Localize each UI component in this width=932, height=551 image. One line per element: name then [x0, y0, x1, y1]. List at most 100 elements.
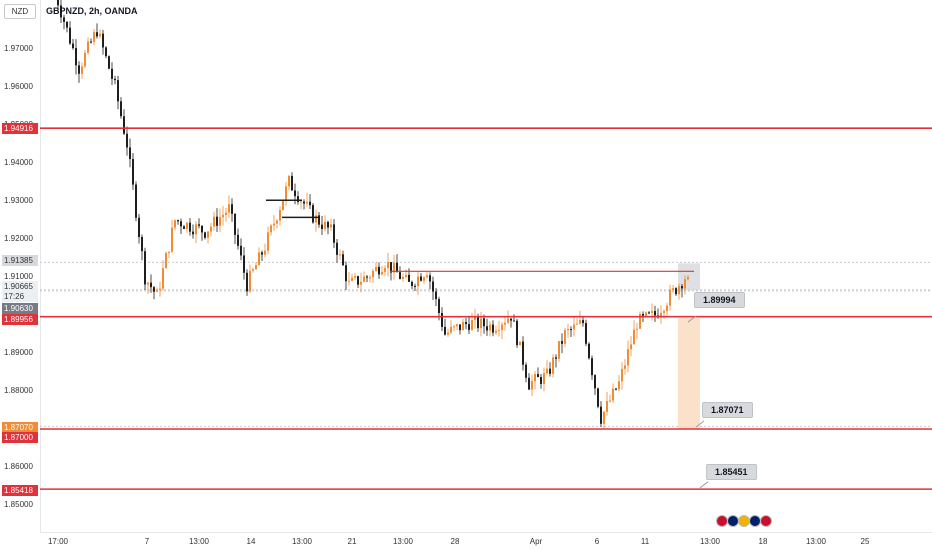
candle-body: [168, 251, 170, 253]
candlestick-chart[interactable]: [40, 0, 932, 532]
candle-body: [498, 330, 500, 332]
candle-body: [672, 288, 674, 290]
candle-body: [528, 377, 530, 390]
uk-flag-icon[interactable]: [760, 515, 772, 527]
candle-body: [426, 275, 428, 278]
price-tick: 1.97000: [4, 44, 33, 53]
price-axis[interactable]: 1.970001.960001.950001.940001.930001.920…: [0, 0, 41, 532]
candle-body: [324, 221, 326, 229]
candle-body: [669, 289, 671, 306]
candle-body: [486, 326, 488, 331]
candle-body: [156, 289, 158, 292]
candle-body: [390, 262, 392, 273]
candle-body: [360, 281, 362, 285]
candle-body: [345, 265, 347, 282]
candle-body: [69, 27, 71, 44]
candle-body: [642, 313, 644, 316]
candle-body: [582, 320, 584, 324]
candle-body: [231, 204, 233, 214]
candle-body: [63, 17, 65, 22]
candle-body: [567, 329, 569, 331]
candle-body: [558, 341, 560, 359]
callout-pointer: [695, 420, 705, 428]
candle-body: [342, 254, 344, 266]
candle-body: [648, 312, 650, 314]
candle-body: [444, 326, 446, 335]
current-price-zone: [678, 263, 700, 291]
candle-body: [228, 204, 230, 213]
candle-body: [675, 288, 677, 295]
candle-body: [507, 318, 509, 323]
price-tick: 1.88000: [4, 386, 33, 395]
time-tick: 7: [144, 537, 150, 546]
candle-body: [135, 184, 137, 218]
time-tick: 13:00: [291, 537, 313, 546]
time-tick: 13:00: [188, 537, 210, 546]
candle-body: [660, 312, 662, 318]
candle-body: [402, 276, 404, 279]
candle-body: [456, 324, 458, 327]
chart-plot-area[interactable]: [40, 0, 932, 532]
candle-body: [99, 33, 101, 37]
candle-body: [636, 328, 638, 330]
candle-body: [216, 216, 218, 226]
candle-body: [471, 320, 473, 330]
candle-body: [429, 275, 431, 282]
candle-body: [105, 47, 107, 57]
candle-body: [159, 288, 161, 290]
candle-body: [240, 245, 242, 256]
candle-body: [372, 270, 374, 278]
candle-body: [639, 313, 641, 329]
price-tag: 1.89956: [2, 314, 38, 325]
candle-body: [72, 43, 74, 49]
time-tick: Apr: [529, 537, 543, 546]
candle-body: [384, 268, 386, 272]
candle-body: [150, 282, 152, 288]
candle-body: [597, 388, 599, 407]
candle-body: [633, 329, 635, 345]
candle-body: [543, 373, 545, 384]
candle-body: [546, 368, 548, 374]
candle-body: [591, 358, 593, 376]
candle-body: [585, 323, 587, 344]
price-tick: 1.96000: [4, 82, 33, 91]
candle-body: [600, 406, 602, 424]
candle-body: [420, 276, 422, 281]
target-callout-3: 1.85451: [706, 464, 757, 480]
candle-body: [261, 252, 263, 255]
price-tag: 1.91385: [2, 255, 38, 266]
candle-body: [549, 368, 551, 374]
time-tick: 17:00: [47, 537, 69, 546]
economic-events[interactable]: [716, 515, 772, 528]
candle-body: [147, 282, 149, 285]
candle-body: [594, 375, 596, 389]
candle-body: [501, 324, 503, 331]
candle-body: [375, 266, 377, 271]
candle-body: [570, 329, 572, 331]
time-tick: 18: [758, 537, 768, 546]
candle-body: [303, 201, 305, 204]
price-tick: 1.91000: [4, 272, 33, 281]
candle-body: [540, 377, 542, 384]
candle-body: [111, 68, 113, 79]
candle-body: [321, 224, 323, 229]
candle-body: [252, 269, 254, 271]
candle-body: [474, 316, 476, 321]
price-tag: 1.94916: [2, 123, 38, 134]
candle-body: [537, 374, 539, 378]
candle-body: [363, 276, 365, 282]
candle-body: [270, 225, 272, 233]
candle-body: [348, 280, 350, 282]
candle-body: [441, 313, 443, 327]
time-axis[interactable]: 17:00 7 13:00 14 13:00 21 13:00 28 Apr 6 11 13:00 18…: [40, 532, 932, 551]
candle-body: [609, 400, 611, 402]
currency-button[interactable]: NZD: [4, 4, 36, 19]
candle-body: [510, 318, 512, 321]
candle-body: [354, 276, 356, 278]
candle-body: [615, 388, 617, 390]
price-tag: 1.87070: [2, 422, 38, 433]
candle-body: [438, 299, 440, 314]
candle-body: [210, 226, 212, 232]
candle-body: [315, 215, 317, 223]
